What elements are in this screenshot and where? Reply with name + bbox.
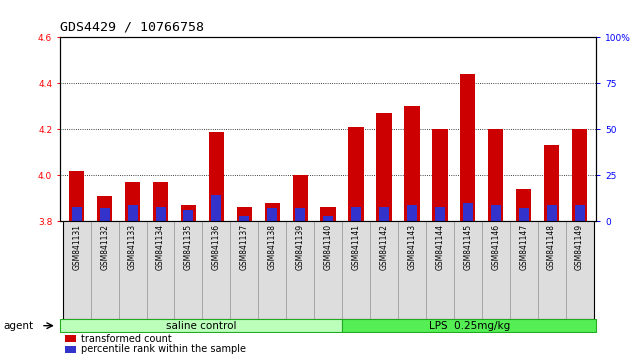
Bar [488, 129, 504, 221]
Text: LPS  0.25mg/kg: LPS 0.25mg/kg [428, 321, 510, 331]
Text: GSM841133: GSM841133 [128, 224, 137, 270]
Text: GSM841144: GSM841144 [435, 224, 444, 270]
Text: agent: agent [3, 321, 33, 331]
Bar [72, 206, 81, 221]
Text: GSM841139: GSM841139 [296, 224, 305, 270]
Bar [295, 209, 305, 221]
Bar [407, 205, 417, 221]
Text: GSM841138: GSM841138 [268, 224, 277, 270]
Bar [404, 106, 420, 221]
Text: GSM841140: GSM841140 [324, 224, 333, 270]
Text: GSM841145: GSM841145 [463, 224, 472, 270]
Bar [435, 206, 445, 221]
Bar [516, 189, 531, 221]
Bar [546, 205, 557, 221]
Bar [575, 205, 584, 221]
Bar [426, 221, 454, 319]
Bar [180, 205, 196, 221]
Bar [398, 221, 426, 319]
Text: GSM841135: GSM841135 [184, 224, 193, 270]
Bar [342, 319, 596, 332]
Text: GSM841146: GSM841146 [491, 224, 500, 270]
Bar [237, 207, 252, 221]
Bar [66, 346, 76, 353]
Text: GSM841143: GSM841143 [408, 224, 416, 270]
Bar [100, 209, 110, 221]
Bar [184, 210, 194, 221]
Bar [544, 145, 559, 221]
Bar [125, 182, 140, 221]
Bar [519, 209, 529, 221]
Bar [572, 129, 587, 221]
Bar [155, 206, 165, 221]
Bar [454, 221, 481, 319]
Bar [209, 131, 224, 221]
Bar [60, 319, 342, 332]
Text: transformed count: transformed count [81, 334, 172, 344]
Text: GSM841142: GSM841142 [379, 224, 389, 270]
Bar [153, 182, 168, 221]
Bar [230, 221, 258, 319]
Bar [203, 221, 230, 319]
Bar [342, 221, 370, 319]
Bar [314, 221, 342, 319]
Bar [379, 206, 389, 221]
Text: GSM841148: GSM841148 [547, 224, 556, 270]
Text: GSM841134: GSM841134 [156, 224, 165, 270]
Bar [321, 207, 336, 221]
Bar [323, 216, 333, 221]
Bar [211, 195, 221, 221]
Bar [264, 203, 280, 221]
Bar [239, 216, 249, 221]
Text: GSM841132: GSM841132 [100, 224, 109, 270]
Bar [175, 221, 203, 319]
Bar [376, 113, 392, 221]
Bar [460, 74, 476, 221]
Bar [491, 205, 501, 221]
Text: saline control: saline control [166, 321, 237, 331]
Bar [97, 196, 112, 221]
Bar [69, 171, 85, 221]
Text: GSM841147: GSM841147 [519, 224, 528, 270]
Bar [463, 203, 473, 221]
Bar [351, 206, 361, 221]
Text: percentile rank within the sample: percentile rank within the sample [81, 344, 246, 354]
Bar [293, 175, 308, 221]
Text: GSM841136: GSM841136 [212, 224, 221, 270]
Text: GSM841141: GSM841141 [351, 224, 360, 270]
Text: GSM841137: GSM841137 [240, 224, 249, 270]
Bar [119, 221, 146, 319]
Bar [127, 205, 138, 221]
Text: GDS4429 / 10766758: GDS4429 / 10766758 [60, 21, 204, 34]
Bar [258, 221, 286, 319]
Bar [510, 221, 538, 319]
Bar [432, 129, 447, 221]
Bar [565, 221, 594, 319]
Text: GSM841149: GSM841149 [575, 224, 584, 270]
Bar [91, 221, 119, 319]
Bar [538, 221, 565, 319]
Bar [268, 209, 277, 221]
Text: GSM841131: GSM841131 [72, 224, 81, 270]
Bar [286, 221, 314, 319]
Bar [146, 221, 175, 319]
Bar [348, 127, 363, 221]
Bar [481, 221, 510, 319]
Bar [370, 221, 398, 319]
Bar [66, 335, 76, 342]
Bar [62, 221, 91, 319]
